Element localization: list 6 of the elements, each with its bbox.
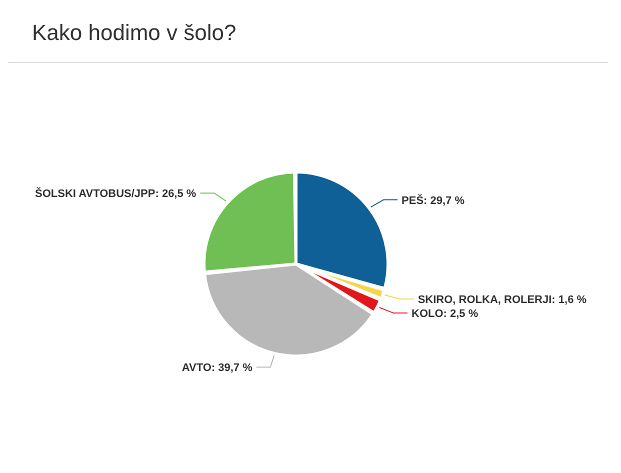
slice-label: PEŠ: 29,7 %	[402, 194, 465, 207]
chart-title: Kako hodimo v šolo?	[32, 20, 236, 46]
slice-label: ŠOLSKI AVTOBUS/JPP: 26,5 %	[35, 187, 196, 200]
slice-label: SKIRO, ROLKA, ROLERJI: 1,6 %	[418, 294, 587, 306]
slice-label: KOLO: 2,5 %	[412, 308, 478, 320]
slice-label: AVTO: 39,7 %	[182, 362, 253, 374]
